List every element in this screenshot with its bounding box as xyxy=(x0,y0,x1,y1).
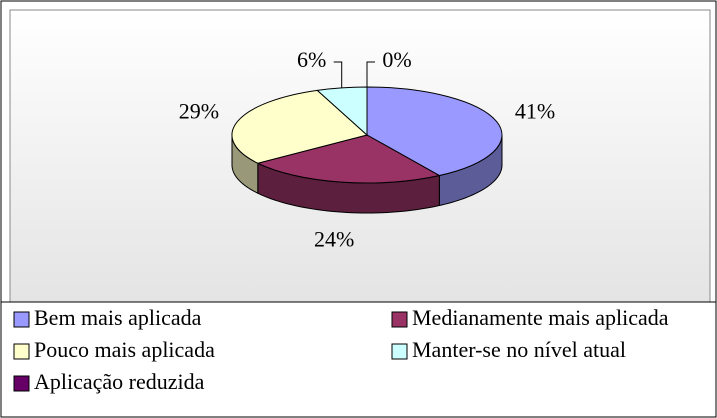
legend-label: Manter-se no nível atual xyxy=(412,337,626,362)
legend-swatch xyxy=(391,343,408,360)
legend-label: Bem mais aplicada xyxy=(34,305,202,330)
data-label: 24% xyxy=(314,227,354,252)
data-label: 41% xyxy=(515,98,555,123)
legend-label: Medianamente mais aplicada xyxy=(412,305,669,330)
leader-line xyxy=(333,61,343,88)
data-label: 6% xyxy=(297,47,326,72)
legend-swatch xyxy=(13,343,30,360)
pie: 41% 24% 29% 6% 0% xyxy=(179,47,555,252)
slice xyxy=(231,89,369,164)
legend-swatch xyxy=(391,311,408,328)
data-label: 0% xyxy=(382,47,411,72)
legend-label: Pouco mais aplicada xyxy=(34,337,215,362)
legend-swatch xyxy=(13,375,30,392)
slice xyxy=(256,134,441,184)
legend-swatch xyxy=(13,311,30,328)
legend-label: Aplicação reduzida xyxy=(34,369,205,394)
leader-line xyxy=(366,61,375,87)
data-label: 29% xyxy=(179,98,219,123)
legend: Bem mais aplicada Medianamente mais aplic… xyxy=(1,301,716,394)
